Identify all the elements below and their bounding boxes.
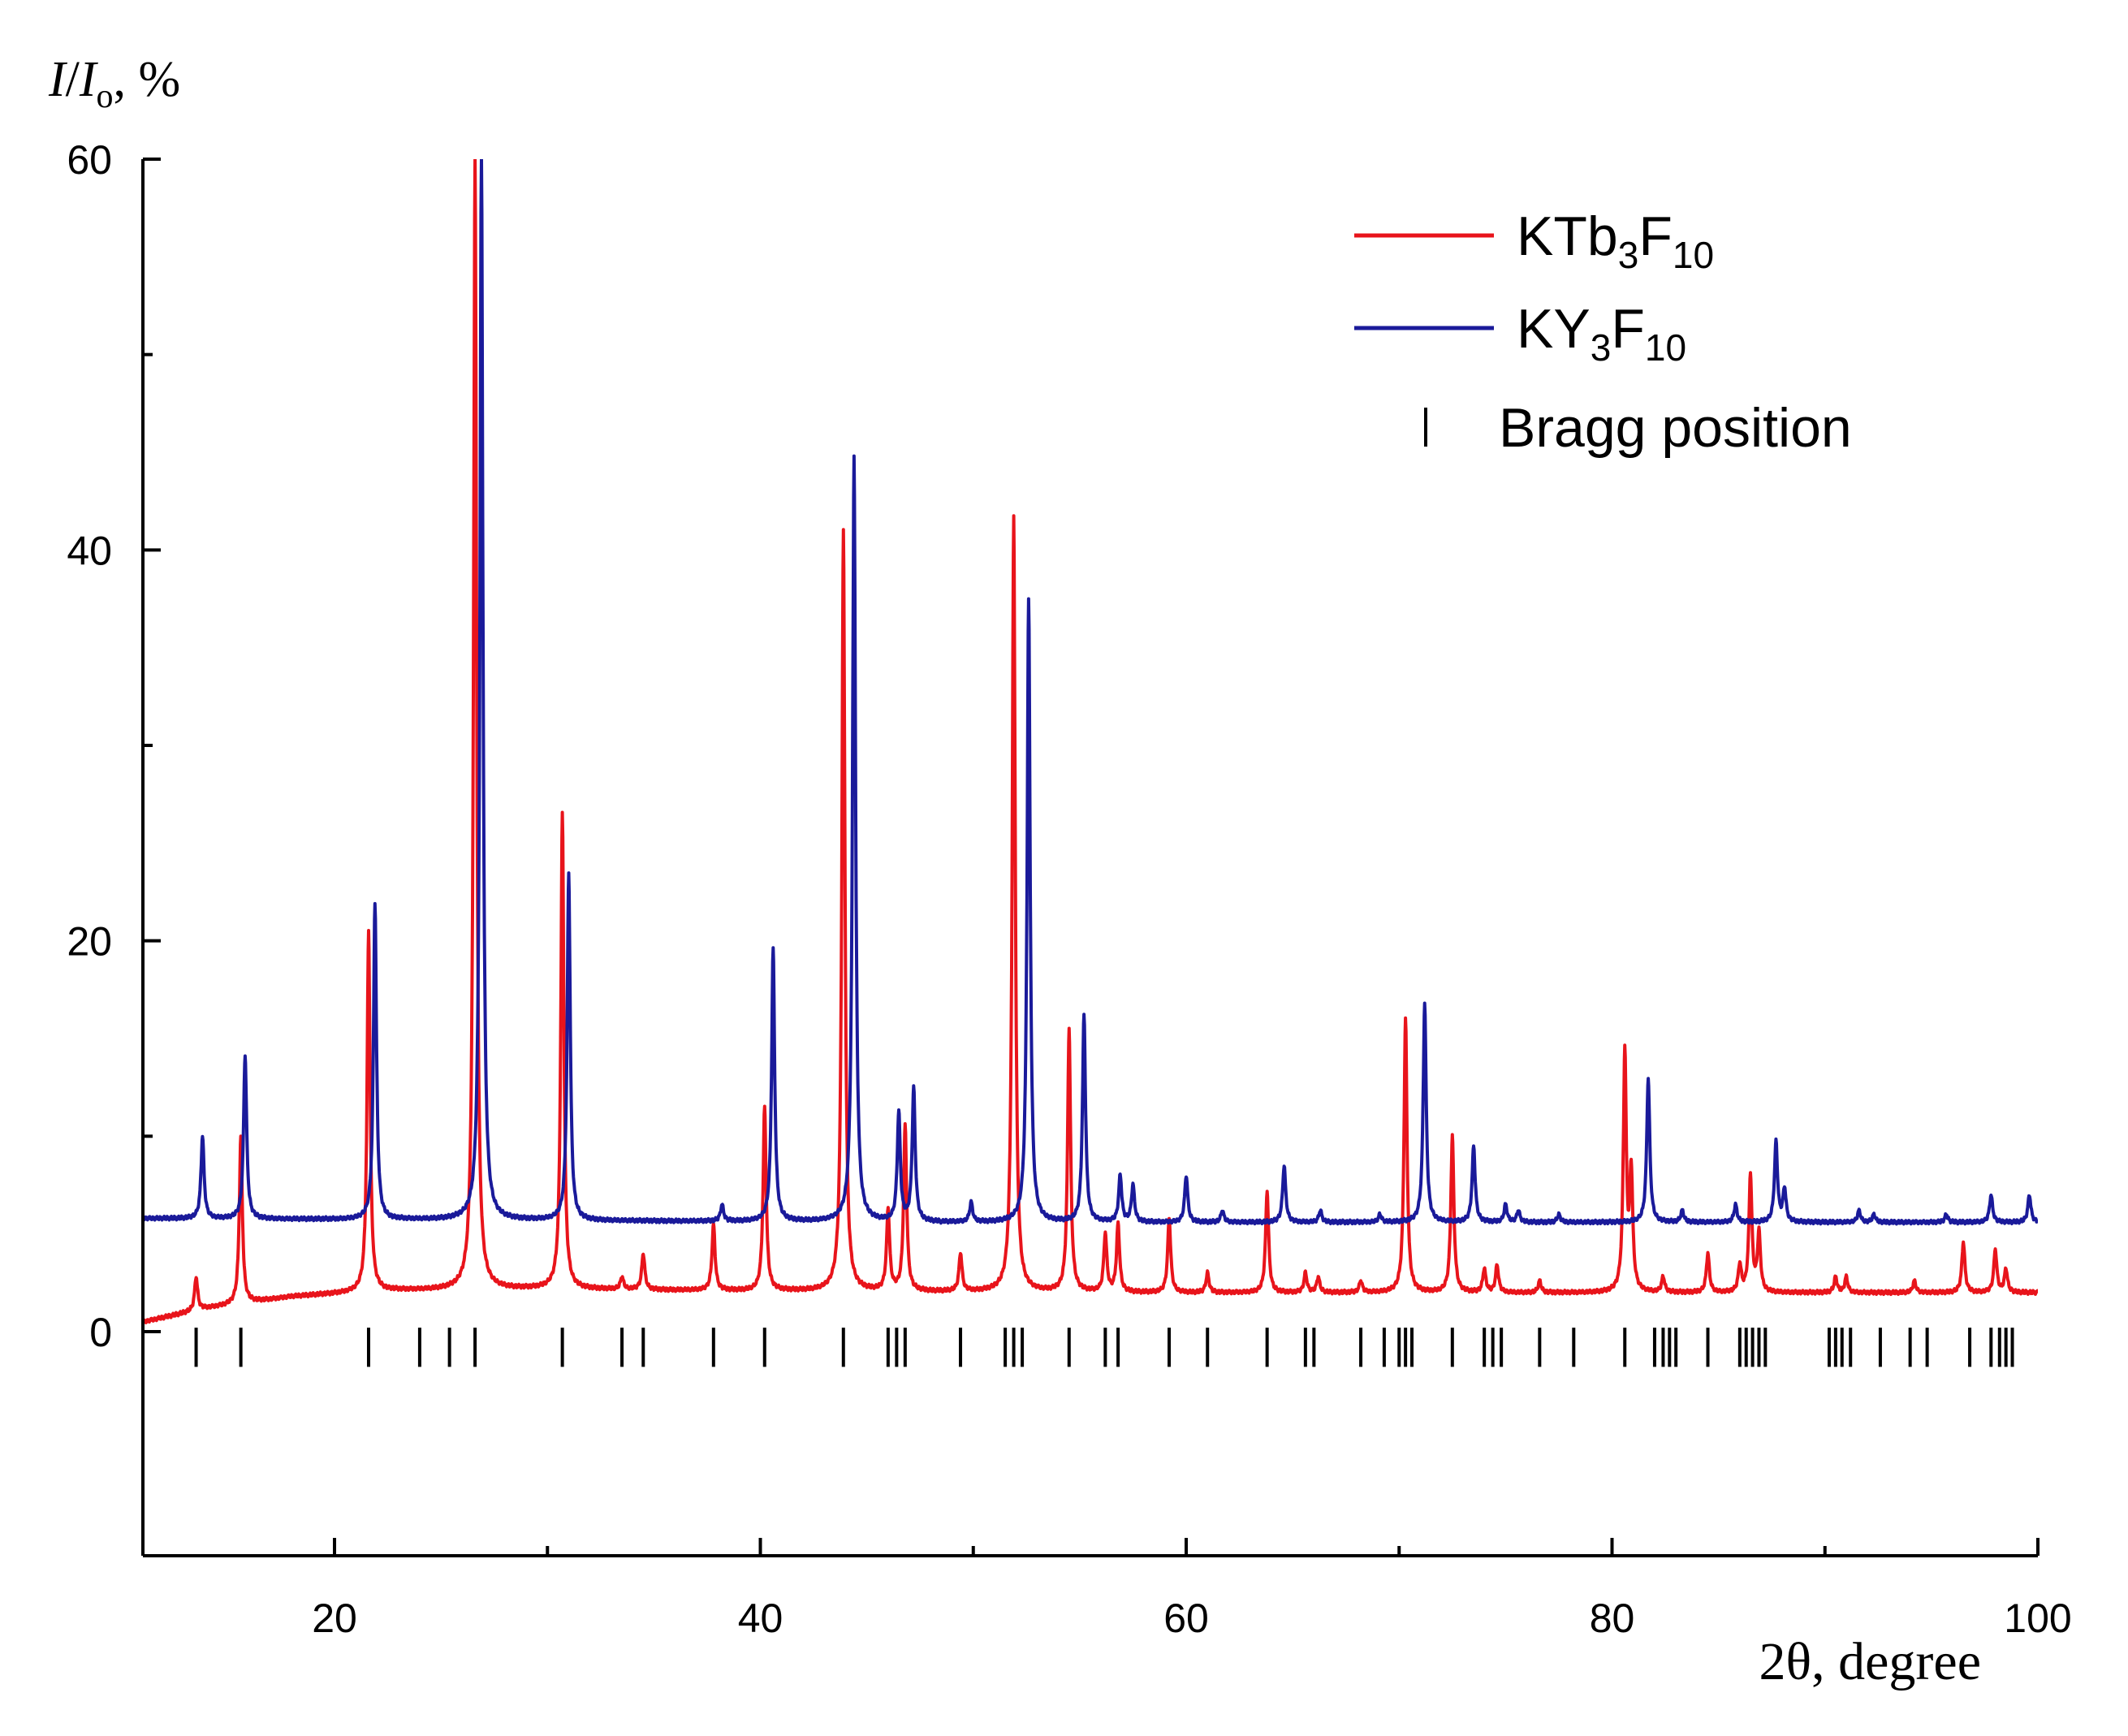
- x-tick-label-20: 20: [312, 1596, 357, 1641]
- x-axis-title: 2θ, degree: [1759, 1632, 1981, 1691]
- x-ticks-layer: 20 40 60 80 100: [312, 1538, 2072, 1641]
- legend-label-ky3f10: KY3F10: [1517, 298, 1686, 369]
- series-layer: [143, 159, 2038, 1324]
- y-ticks-layer: 0 20 40 60: [67, 137, 161, 1355]
- y-tick-label-20: 20: [67, 919, 112, 965]
- y-title-i: I: [48, 52, 68, 107]
- y-tick-label-60: 60: [67, 137, 112, 183]
- x-tick-label-60: 60: [1163, 1596, 1209, 1641]
- x-tick-label-100: 100: [2004, 1596, 2071, 1641]
- y-axis-title: I/Io, %: [48, 52, 180, 115]
- series-line-ktb3f10: [143, 159, 2038, 1324]
- y-title-io: I: [79, 52, 99, 107]
- y-title-suffix: , %: [114, 52, 181, 107]
- series-line-ky3f10: [143, 159, 2038, 1226]
- bragg-layer: [194, 1328, 2014, 1367]
- legend-label-ktb3f10: KTb3F10: [1517, 205, 1714, 276]
- x-tick-label-80: 80: [1590, 1596, 1635, 1641]
- y-tick-label-40: 40: [67, 528, 112, 573]
- y-title-sub: o: [97, 78, 114, 115]
- legend-label-bragg: Bragg position: [1499, 397, 1852, 459]
- x-tick-label-40: 40: [738, 1596, 783, 1641]
- y-tick-label-0: 0: [89, 1310, 112, 1355]
- legend: KTb3F10 KY3F10 Bragg position: [1354, 205, 1852, 459]
